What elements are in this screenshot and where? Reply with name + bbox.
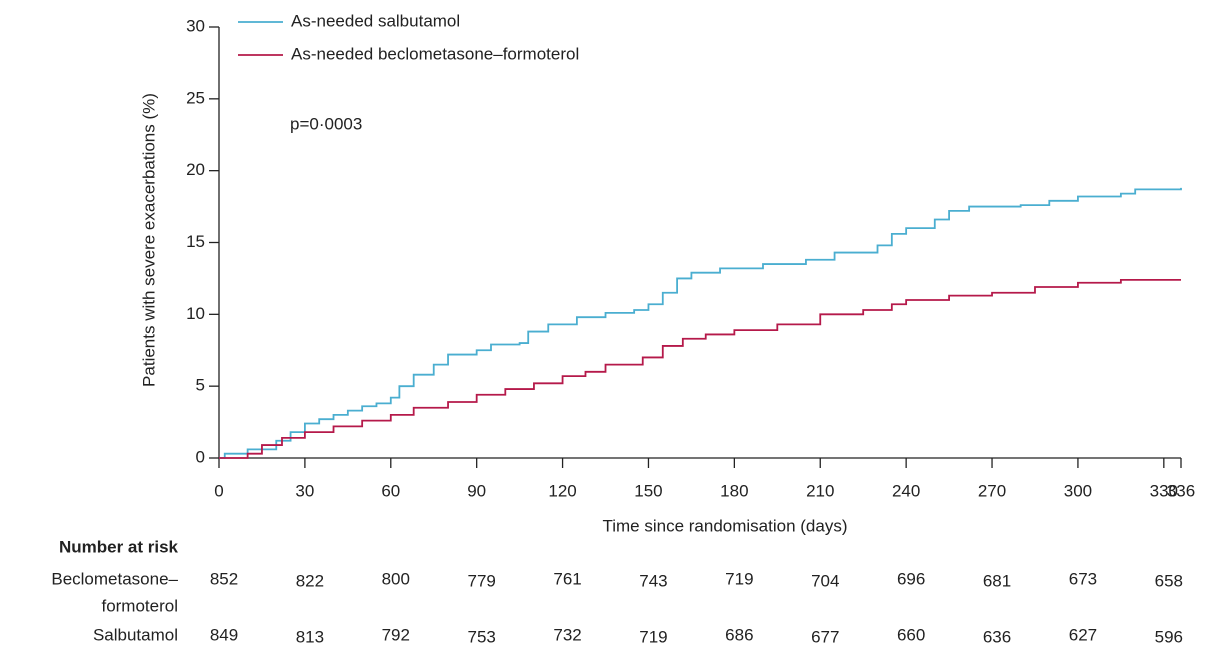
- x-tick-label: 30: [295, 481, 314, 500]
- y-tick-label: 10: [186, 304, 205, 323]
- risk-count: 658: [1155, 571, 1183, 590]
- y-tick-label: 0: [196, 447, 205, 466]
- x-tick-label: 0: [214, 481, 223, 500]
- risk-count: 696: [897, 569, 925, 588]
- x-tick-label: 300: [1064, 481, 1092, 500]
- y-tick-label: 30: [186, 16, 205, 35]
- risk-count: 800: [382, 569, 410, 588]
- x-tick-label: 240: [892, 481, 920, 500]
- x-tick-label: 330: [1150, 481, 1178, 500]
- risk-count: 660: [897, 625, 925, 644]
- survival-curve: [219, 278, 1181, 459]
- x-axis-label: Time since randomisation (days): [602, 516, 847, 535]
- y-axis-label: Patients with severe exacerbations (%): [139, 93, 158, 387]
- risk-count: 779: [467, 571, 495, 590]
- risk-count: 681: [983, 571, 1011, 590]
- risk-count: 849: [210, 625, 238, 644]
- survival-curve: [219, 187, 1182, 459]
- risk-count: 719: [725, 569, 753, 588]
- risk-count: 627: [1069, 625, 1097, 644]
- risk-count: 677: [811, 627, 839, 646]
- risk-row-label: Beclometasone–: [51, 569, 178, 588]
- risk-count: 673: [1069, 569, 1097, 588]
- legend-label: As-needed beclometasone–formoterol: [291, 44, 579, 63]
- x-tick-label: 180: [720, 481, 748, 500]
- risk-row-label: Salbutamol: [93, 625, 178, 644]
- legend-label: As-needed salbutamol: [291, 11, 460, 30]
- y-tick-label: 20: [186, 160, 205, 179]
- risk-count: 732: [553, 625, 581, 644]
- risk-count: 686: [725, 625, 753, 644]
- risk-count: 813: [296, 627, 324, 646]
- y-tick-label: 15: [186, 232, 205, 251]
- risk-count: 636: [983, 627, 1011, 646]
- x-tick-label: 90: [467, 481, 486, 500]
- risk-count: 761: [553, 569, 581, 588]
- x-tick-label: 270: [978, 481, 1006, 500]
- x-tick-label: 210: [806, 481, 834, 500]
- risk-count: 822: [296, 571, 324, 590]
- risk-table-title: Number at risk: [59, 537, 179, 556]
- x-tick-label: 150: [634, 481, 662, 500]
- risk-count: 743: [639, 571, 667, 590]
- risk-count: 753: [467, 627, 495, 646]
- y-tick-label: 5: [196, 376, 205, 395]
- risk-count: 792: [382, 625, 410, 644]
- x-tick-label: 336: [1167, 481, 1195, 500]
- risk-row-label: formoterol: [101, 596, 178, 615]
- risk-count: 596: [1155, 627, 1183, 646]
- risk-count: 719: [639, 627, 667, 646]
- y-tick-label: 25: [186, 88, 205, 107]
- annotation: p=0·0003: [290, 114, 362, 133]
- risk-count: 704: [811, 571, 839, 590]
- x-tick-label: 60: [381, 481, 400, 500]
- x-tick-label: 120: [548, 481, 576, 500]
- risk-count: 852: [210, 569, 238, 588]
